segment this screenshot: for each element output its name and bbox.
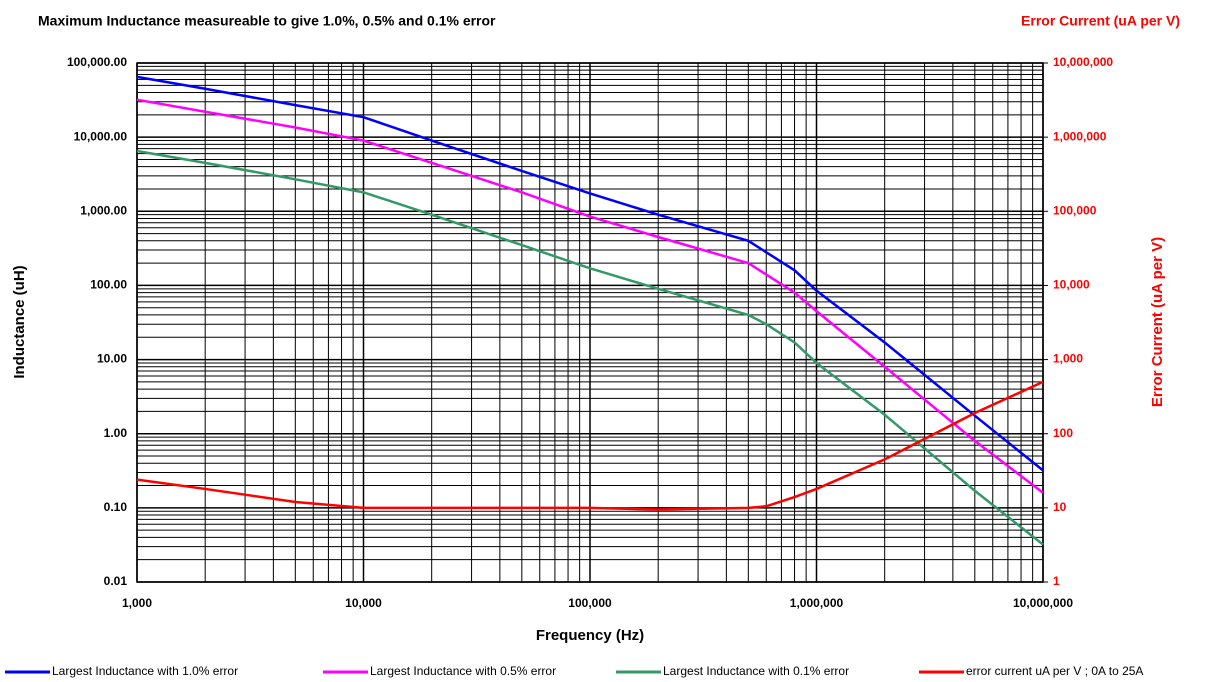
series-line: [136, 380, 1044, 511]
x-tick-label: 1,000: [122, 596, 152, 610]
y2-tick-label: 1,000: [1053, 352, 1083, 366]
y-tick-label: 100.00: [90, 278, 127, 292]
y-tick-label: 10.00: [97, 352, 127, 366]
x-tick-label: 10,000: [345, 596, 382, 610]
y2-axis-label: Error Current (uA per V): [1149, 237, 1166, 407]
y-tick-label: 0.10: [104, 500, 128, 514]
y-axis-label: Inductance (uH): [11, 265, 28, 378]
y-tick-label: 0.01: [104, 574, 128, 588]
plot-border: [136, 62, 1044, 583]
series-line: [136, 75, 1044, 472]
series-line: [136, 149, 1044, 546]
y-tick-label: 10,000.00: [74, 129, 128, 143]
legend-label: Largest Inductance with 0.5% error: [370, 664, 556, 678]
x-tick-label: 10,000,000: [1013, 596, 1073, 610]
x-axis-label: Frequency (Hz): [536, 627, 644, 644]
y2-tick-label: 10,000,000: [1053, 55, 1113, 69]
y2-tick-label: 1,000,000: [1053, 129, 1107, 143]
legend-label: Largest Inductance with 0.1% error: [663, 664, 849, 678]
y-tick-label: 1,000.00: [80, 203, 127, 217]
x-tick-label: 100,000: [568, 596, 612, 610]
legend-label: error current uA per V ; 0A to 25A: [966, 664, 1143, 678]
y2-tick-label: 1: [1053, 574, 1060, 588]
y-tick-label: 100,000.00: [67, 55, 127, 69]
y2-tick-label: 10,000: [1053, 278, 1090, 292]
x-tick-label: 1,000,000: [790, 596, 844, 610]
chart-title: Maximum Inductance measureable to give 1…: [38, 13, 496, 29]
series-line: [136, 98, 1044, 494]
y2-tick-label: 100: [1053, 426, 1073, 440]
y2-tick-label: 10: [1053, 500, 1067, 514]
y-tick-label: 1.00: [104, 426, 128, 440]
y2-title: Error Current (uA per V): [1021, 13, 1180, 29]
legend-label: Largest Inductance with 1.0% error: [52, 664, 238, 678]
y2-tick-label: 100,000: [1053, 203, 1097, 217]
